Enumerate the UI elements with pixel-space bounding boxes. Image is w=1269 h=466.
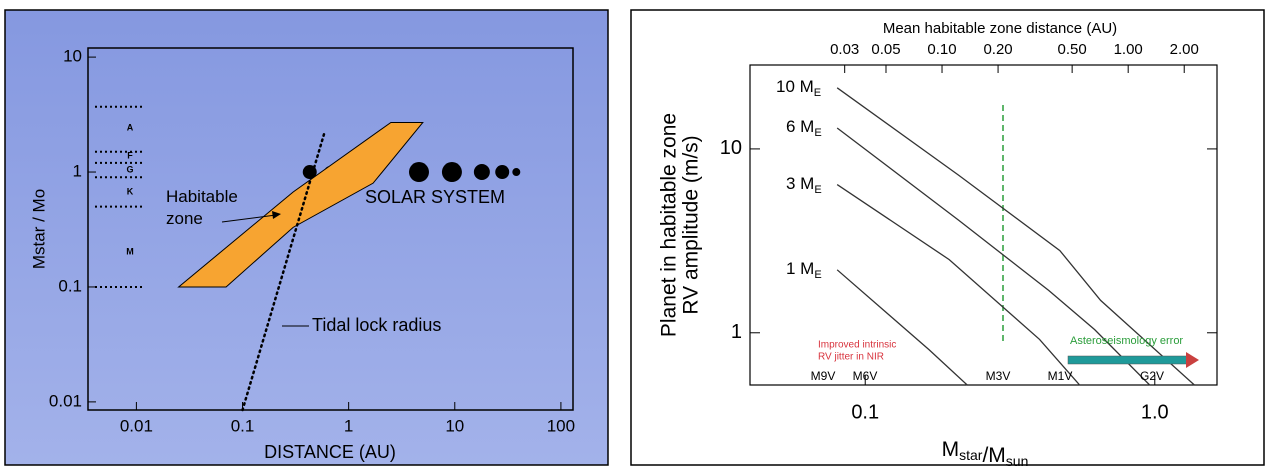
y-tick-label: 0.01 <box>49 391 82 410</box>
spectral-type: M3V <box>986 369 1011 383</box>
series-label-main: 6 M <box>786 117 814 136</box>
x2-tick-label: 0.10 <box>927 41 956 58</box>
planet <box>442 162 462 182</box>
y-tick-label: 10 <box>63 47 82 66</box>
series-label-sub: E <box>814 127 821 139</box>
left-panel <box>5 10 608 465</box>
x2-tick-label: 2.00 <box>1170 41 1199 58</box>
x-tick-label: 1 <box>344 416 353 435</box>
planet <box>409 162 429 182</box>
series-label-main: 10 M <box>776 77 814 96</box>
x-axis-label-part: /M <box>982 444 1005 466</box>
series-label: Tidal lock radius <box>312 315 441 335</box>
y-tick-label: 10 <box>720 137 742 159</box>
x-tick-label: 0.1 <box>851 401 879 423</box>
spectral-type: M6V <box>853 369 878 383</box>
x2-tick-label: 0.03 <box>830 41 859 58</box>
x2-tick-label: 1.00 <box>1114 41 1143 58</box>
spectral-type: M9V <box>811 369 836 383</box>
spectral-type: G2V <box>1140 369 1164 383</box>
planet <box>495 165 509 179</box>
series-label-sub: E <box>814 269 821 281</box>
series-label-main: 3 M <box>786 174 814 193</box>
x-axis-label: DISTANCE (AU) <box>264 442 396 462</box>
y-axis-label: Mstar / Mo <box>29 189 48 269</box>
series-label-sub: E <box>814 87 821 99</box>
series-label: Habitable zone <box>166 186 258 230</box>
x-tick-label: 0.1 <box>231 416 255 435</box>
asteroseismology-arrow <box>1068 356 1188 364</box>
x-tick-label: 0.01 <box>120 416 153 435</box>
y-tick-label: 1 <box>73 162 82 181</box>
series-label-main: 1 M <box>786 259 814 278</box>
spectral-type: K <box>127 186 134 196</box>
chart: 0.01 0.1 1 10 0.01 0.1 1 10 100 DISTANCE (AU) Msta… <box>0 0 1269 466</box>
planet <box>512 168 520 176</box>
y-axis-label: RV amplitude (m/s) <box>680 135 703 314</box>
spectral-type: M <box>126 246 134 256</box>
x-tick-label: 100 <box>547 416 575 435</box>
x2-tick-label: 0.50 <box>1058 41 1087 58</box>
planet <box>474 164 490 180</box>
y-axis-label: Planet in habitable zone <box>658 113 681 337</box>
series-label: SOLAR SYSTEM <box>365 187 505 207</box>
x-axis-label-sub: star <box>959 447 983 463</box>
x2-axis-label: Mean habitable zone distance (AU) <box>883 20 1117 37</box>
x-axis-label-sub: sun <box>1006 453 1029 466</box>
x-tick-label: 10 <box>445 416 464 435</box>
series-label-sub: E <box>814 184 821 196</box>
asteroseismology-note: Asteroseismology error <box>1070 335 1183 347</box>
spectral-type: A <box>127 122 134 132</box>
y-tick-label: 0.1 <box>58 276 82 295</box>
x-axis-label-part: M <box>942 438 960 461</box>
jitter-note: RV jitter in NIR <box>818 352 884 363</box>
right-panel <box>631 10 1264 465</box>
spectral-type: G <box>126 164 133 174</box>
y-tick-label: 1 <box>731 321 742 343</box>
x-tick-label: 1.0 <box>1141 401 1169 423</box>
x2-tick-label: 0.20 <box>983 41 1012 58</box>
spectral-type: M1V <box>1048 369 1073 383</box>
spectral-type: F <box>127 150 133 160</box>
jitter-note: Improved intrinsic <box>818 340 896 351</box>
x2-tick-label: 0.05 <box>871 41 900 58</box>
figure: 0.01 0.1 1 10 0.01 0.1 1 10 100 DISTANCE (AU) Msta… <box>0 0 1269 466</box>
